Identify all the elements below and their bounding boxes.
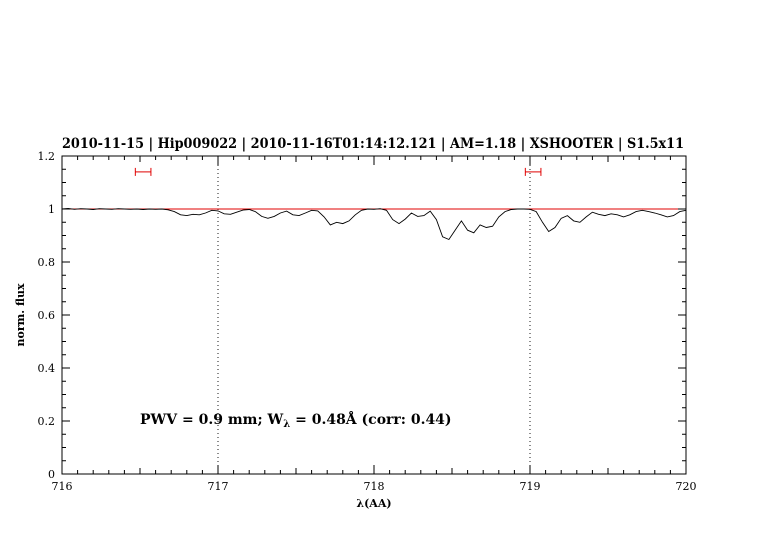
pwv-annotation-post: = 0.48Å (corr: 0.44) — [290, 410, 451, 428]
spectrum-line — [61, 208, 687, 241]
pwv-annotation: PWV = 0.9 mm; Wλ = 0.48Å (corr: 0.44) — [140, 410, 452, 430]
x-tick-label: 718 — [364, 480, 385, 493]
x-axis-label: λ(AA) — [356, 497, 391, 510]
plot-title: 2010-11-15 | Hip009022 | 2010-11-16T01:1… — [62, 136, 684, 152]
y-tick-label: 1 — [48, 203, 55, 216]
pwv-annotation-pre: PWV = 0.9 mm; W — [140, 412, 283, 428]
y-tick-label: 0.8 — [38, 256, 56, 269]
y-tick-label: 1.2 — [38, 150, 56, 163]
y-tick-label: 0.4 — [38, 362, 56, 375]
x-tick-label: 720 — [676, 480, 697, 493]
x-tick-label: 717 — [208, 480, 229, 493]
x-tick-label: 719 — [520, 480, 541, 493]
pwv-annotation-sub: λ — [283, 419, 290, 430]
y-axis-label: norm. flux — [14, 283, 27, 346]
y-tick-label: 0.2 — [38, 415, 56, 428]
y-tick-label: 0 — [48, 468, 55, 481]
y-tick-label: 0.6 — [38, 309, 56, 322]
x-tick-label: 716 — [52, 480, 73, 493]
